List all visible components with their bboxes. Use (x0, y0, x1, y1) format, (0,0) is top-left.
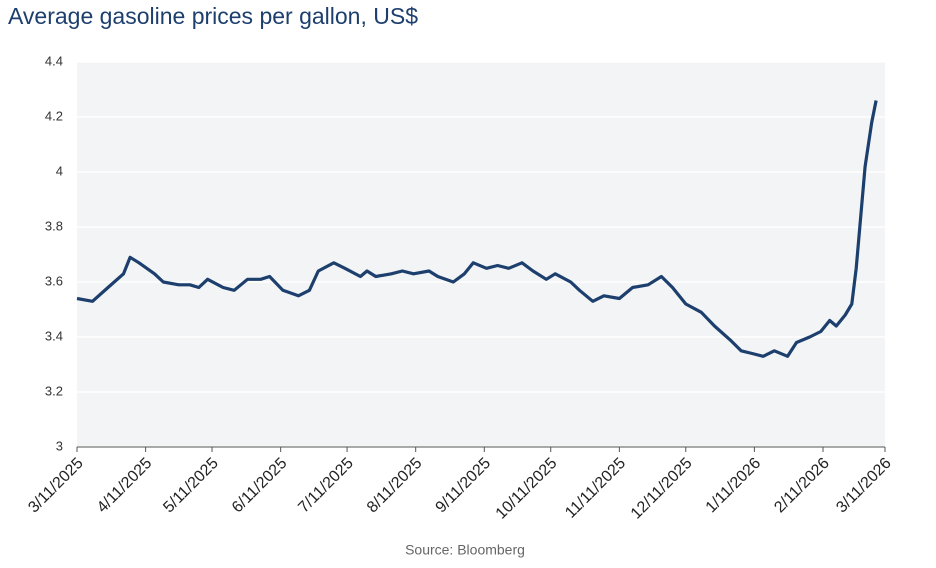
y-tick-label: 3.4 (45, 328, 63, 343)
y-tick-label: 4.4 (45, 53, 63, 68)
chart-title: Average gasoline prices per gallon, US$ (8, 3, 418, 29)
source-note: Source: Bloomberg (405, 542, 525, 558)
price-line (76, 100, 878, 358)
x-tick-label: 4/11/2025 (94, 455, 156, 517)
x-tick-label: 2/11/2026 (771, 455, 833, 517)
x-tick-label: 11/11/2025 (562, 455, 629, 522)
y-tick-label: 3.2 (45, 383, 63, 398)
y-tick-label: 4.2 (45, 108, 63, 123)
x-tick-label: 5/11/2025 (160, 455, 222, 517)
y-tick-label: 3.8 (45, 218, 63, 233)
y-tick-label: 4 (56, 163, 63, 178)
x-tick-label: 3/11/2025 (25, 455, 87, 517)
plot-area (77, 62, 885, 447)
x-tick-label: 9/11/2025 (433, 455, 495, 517)
x-tick-label: 12/11/2025 (628, 455, 696, 523)
x-tick-label: 3/11/2026 (833, 455, 895, 517)
x-tick-label: 10/11/2025 (493, 455, 561, 523)
x-tick-label: 7/11/2025 (295, 455, 357, 517)
x-tick-label: 6/11/2025 (229, 455, 291, 517)
y-tick-label: 3.6 (45, 273, 63, 288)
x-tick-label: 1/11/2026 (703, 455, 765, 517)
x-tick-label: 8/11/2025 (364, 455, 426, 517)
y-tick-label: 3 (56, 438, 63, 453)
